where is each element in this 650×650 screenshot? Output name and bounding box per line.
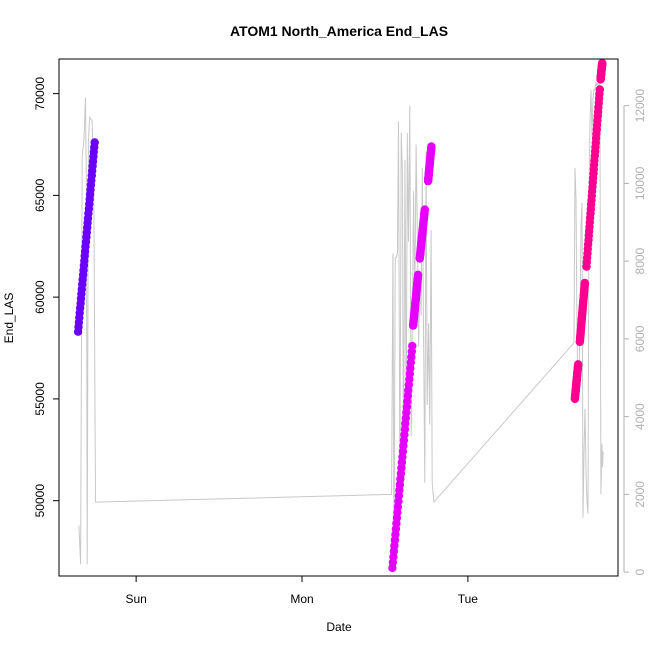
y-axis-label: End_LAS (2, 293, 16, 344)
gray-line-layer (78, 82, 604, 569)
data-point (408, 341, 417, 351)
data-point (413, 270, 423, 279)
y2-tick-label: 4000 (633, 403, 647, 430)
data-point (595, 85, 604, 94)
y-axis: 50000 55000 60000 65000 70000 (33, 77, 59, 518)
gray-line (78, 82, 604, 569)
y2-tick-label: 2000 (633, 481, 647, 508)
data-point (90, 138, 99, 147)
data-point (598, 58, 607, 68)
y2-tick-label: 12000 (633, 89, 647, 123)
x-axis: Sun Mon Tue (125, 576, 478, 606)
data-point (427, 142, 436, 151)
x-axis-label: Date (326, 620, 352, 634)
y2-axis: 0 2000 4000 6000 8000 10000 12000 (623, 89, 647, 575)
data-point (574, 360, 583, 369)
y2-tick-label: 8000 (633, 247, 647, 274)
points-layer (73, 58, 607, 573)
y2-tick-label: 0 (633, 568, 647, 575)
y-tick-label: 65000 (33, 178, 47, 212)
y-tick-label: 60000 (33, 280, 47, 314)
x-tick-label: Mon (290, 592, 313, 606)
data-point (420, 205, 429, 214)
y2-tick-label: 6000 (633, 325, 647, 352)
data-point (580, 278, 589, 288)
chart-title: ATOM1 North_America End_LAS (230, 23, 448, 39)
y-tick-label: 70000 (33, 77, 47, 111)
x-tick-label: Sun (125, 592, 146, 606)
y2-tick-label: 10000 (633, 166, 647, 200)
y-tick-label: 55000 (33, 382, 47, 416)
plot-frame (58, 58, 619, 577)
y-tick-label: 50000 (33, 484, 47, 518)
x-tick-label: Tue (458, 592, 479, 606)
